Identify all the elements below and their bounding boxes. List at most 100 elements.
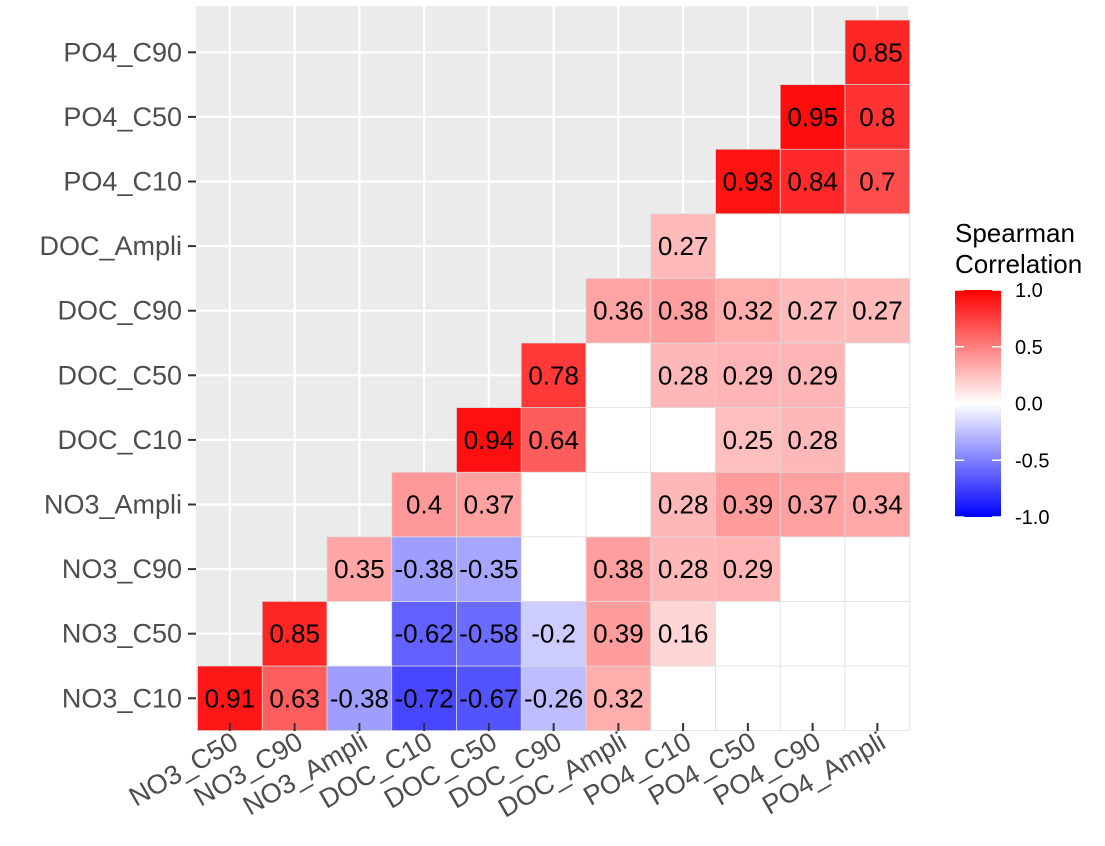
y-tick-label: DOC_C50 xyxy=(57,360,182,390)
heatmap-cell xyxy=(715,148,781,215)
y-tick-label: PO4_C90 xyxy=(63,37,182,67)
legend-tick-label: 0.0 xyxy=(1015,394,1043,416)
heatmap-cell xyxy=(650,342,716,408)
heatmap-cell xyxy=(585,665,652,731)
cell-value-label: 0.37 xyxy=(464,490,515,520)
heatmap-cell xyxy=(650,213,716,279)
cell-value-label: -0.38 xyxy=(394,554,453,584)
cell-value-label: 0.28 xyxy=(658,490,709,520)
heatmap-cell xyxy=(844,213,911,279)
cell-value-label: -0.67 xyxy=(459,683,518,713)
cell-value-label: 0.32 xyxy=(593,683,644,713)
heatmap-cell xyxy=(585,601,652,667)
heatmap-cell xyxy=(456,665,522,731)
cell-value-label: 0.28 xyxy=(787,425,838,455)
heatmap-cell xyxy=(715,536,781,602)
heatmap-cell xyxy=(650,536,716,602)
heatmap-cell xyxy=(779,536,846,602)
y-tick-label: NO3_C10 xyxy=(62,683,182,713)
cell-value-label: 0.64 xyxy=(528,425,579,455)
cell-value-label: 0.29 xyxy=(723,360,774,390)
cell-value-labels: 0.91 0.63 -0.38 -0.72 -0.67 -0.26 0.320.85 -0.6… xyxy=(205,37,903,713)
cell-value-label: -0.72 xyxy=(394,683,453,713)
cell-value-label: 0.93 xyxy=(723,167,774,197)
cell-value-label: 0.85 xyxy=(269,619,320,649)
y-tick-label: PO4_C10 xyxy=(63,167,182,197)
cell-value-label: 0.27 xyxy=(852,296,903,326)
heatmap-cell xyxy=(779,601,846,667)
heatmap-cell xyxy=(456,407,522,473)
heatmap-cell xyxy=(715,601,781,667)
heatmap-cell xyxy=(844,407,911,473)
heatmap-cell xyxy=(715,407,781,473)
heatmap-cell xyxy=(715,471,781,538)
legend-tick-label: 0.5 xyxy=(1015,337,1043,359)
heatmap-cell xyxy=(844,342,911,408)
y-axis: NO3_C10 NO3_C50 NO3_C90 NO3_Ampli DOC_C10 DOC… xyxy=(39,37,196,713)
y-tick-label: PO4_C50 xyxy=(63,102,182,132)
cell-value-label: -0.58 xyxy=(459,619,518,649)
y-tick-label: DOC_C10 xyxy=(57,425,182,455)
legend-tick-label: -0.5 xyxy=(1015,450,1049,472)
cell-value-label: 0.35 xyxy=(334,554,385,584)
cell-value-label: 0.27 xyxy=(658,231,709,261)
heatmap-cell xyxy=(650,601,716,667)
cell-value-label: 0.29 xyxy=(723,554,774,584)
heatmap-cell xyxy=(391,536,457,602)
legend-title: Spearman xyxy=(955,218,1075,248)
heatmap-cell xyxy=(520,471,587,538)
cell-value-label: -0.26 xyxy=(524,683,583,713)
x-axis: NO3_C50NO3_C90NO3_AmpliDOC_C10DOC_C50DOC… xyxy=(124,723,890,823)
heatmap-cell xyxy=(844,471,911,538)
heatmap-cell xyxy=(844,84,911,150)
cell-value-label: 0.95 xyxy=(787,102,838,132)
heatmap-cell xyxy=(520,601,587,667)
cell-value-label: 0.34 xyxy=(852,490,903,520)
heatmap-cell xyxy=(779,84,846,150)
heatmap-cell xyxy=(650,665,716,731)
heatmap-cell xyxy=(844,148,911,215)
heatmap-cell xyxy=(585,342,652,408)
heatmap-cells xyxy=(197,19,911,731)
heatmap-cell xyxy=(391,665,457,731)
heatmap-cell xyxy=(779,665,846,731)
heatmap-cell xyxy=(715,213,781,279)
y-tick-label: DOC_C90 xyxy=(57,296,182,326)
cell-value-label: 0.94 xyxy=(464,425,515,455)
cell-value-label: 0.39 xyxy=(723,490,774,520)
cell-value-label: -0.2 xyxy=(531,619,576,649)
cell-value-label: 0.28 xyxy=(658,360,709,390)
heatmap-cell xyxy=(715,278,781,344)
heatmap-cell xyxy=(844,19,911,85)
cell-value-label: 0.38 xyxy=(593,554,644,584)
y-tick-label: NO3_Ampli xyxy=(44,490,182,520)
heatmap-cell xyxy=(456,536,522,602)
cell-value-label: 0.39 xyxy=(593,619,644,649)
y-tick-label: DOC_Ampli xyxy=(39,231,182,261)
cell-value-label: -0.35 xyxy=(459,554,518,584)
y-tick-label: NO3_C90 xyxy=(62,554,182,584)
legend-tick-label: 1.0 xyxy=(1015,280,1043,302)
heatmap-cell xyxy=(779,278,846,344)
cell-value-label: -0.62 xyxy=(394,619,453,649)
heatmap-cell xyxy=(650,407,716,473)
heatmap-cell xyxy=(326,601,393,667)
heatmap-cell xyxy=(715,342,781,408)
heatmap-cell xyxy=(779,213,846,279)
legend-title: Correlation xyxy=(955,249,1082,279)
heatmap-cell xyxy=(844,665,911,731)
heatmap-cell xyxy=(261,601,328,667)
heatmap-cell xyxy=(779,471,846,538)
cell-value-label: 0.29 xyxy=(787,360,838,390)
cell-value-label: 0.28 xyxy=(658,554,709,584)
cell-value-label: 0.27 xyxy=(787,296,838,326)
heatmap-cell xyxy=(391,601,457,667)
cell-value-label: 0.32 xyxy=(723,296,774,326)
heatmap-cell xyxy=(456,601,522,667)
heatmap-cell xyxy=(779,342,846,408)
cell-value-label: 0.36 xyxy=(593,296,644,326)
cell-value-label: 0.38 xyxy=(658,296,709,326)
heatmap-cell xyxy=(520,536,587,602)
